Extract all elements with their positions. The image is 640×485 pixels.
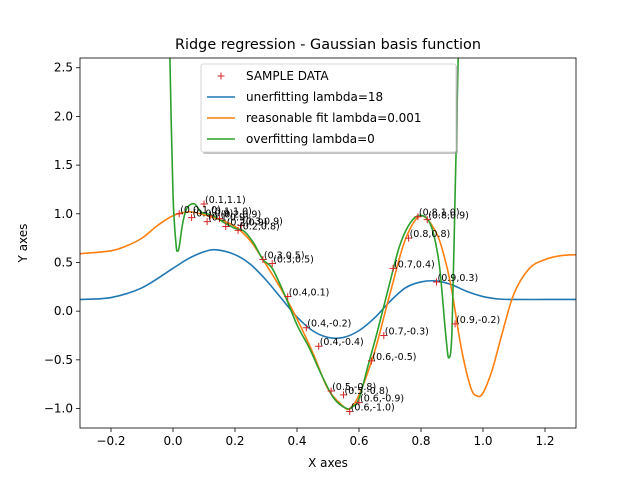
sample-point-label: (0.9,0.3) (438, 273, 479, 284)
sample-point-label: (0.3,0.5) (273, 254, 314, 265)
series-underfitting-line (80, 248, 576, 340)
sample-point-marker (234, 226, 242, 234)
sample-point-marker (340, 391, 347, 399)
sample-point-marker (423, 216, 431, 224)
y-tick-label: 2.0 (54, 109, 73, 123)
sample-point-marker (203, 218, 211, 226)
sample-point-marker (433, 278, 440, 286)
y-axis-label: Y axes (16, 224, 30, 264)
x-tick-label: −0.2 (96, 434, 125, 448)
sample-point-label: (0.1,1.1) (205, 195, 246, 206)
series-layer (80, 58, 576, 411)
sample-point-label: (0.8,1.0) (419, 208, 460, 219)
sample-point-label: (0.9,-0.2) (456, 315, 500, 326)
sample-point-marker (206, 212, 214, 220)
x-tick-label: 0.6 (349, 434, 368, 448)
sample-point-label: (0.2,0.8) (239, 221, 280, 232)
chart-title: Ridge regression - Gaussian basis functi… (175, 37, 481, 53)
y-tick-label: 2.5 (54, 61, 73, 75)
sample-point-marker (389, 264, 397, 272)
legend-entry-label: SAMPLE DATA (246, 69, 329, 83)
sample-point-label: (0.1,0.9) (208, 213, 249, 224)
sample-point-label: (0.1,1.0) (211, 207, 252, 218)
sample-point-label: (0.7,0.4) (394, 259, 435, 270)
sample-points-layer (175, 200, 459, 415)
sample-point-label: (0.3,0.5) (264, 251, 305, 262)
sample-point-marker (216, 215, 223, 223)
sample-point-marker (188, 214, 196, 222)
legend-entry-label: reasonable fit lambda=0.001 (246, 111, 422, 125)
sample-point-marker (268, 259, 276, 267)
sample-point-marker (355, 399, 363, 407)
sample-point-label: (0.5,-0.8) (332, 382, 376, 393)
y-tick-label: −0.5 (44, 353, 73, 367)
sample-point-label: (0.6,-0.5) (372, 352, 416, 363)
sample-point-label: (0.5,-0.8) (345, 386, 389, 397)
x-tick-label: 1.2 (535, 434, 554, 448)
x-axis: −0.2 0.0 0.2 0.4 0.6 0.8 1.0 1.2 (96, 428, 555, 448)
sample-point-label: (0.8,0.9) (428, 211, 469, 222)
sample-point-label: (0.0,1.0) (180, 205, 221, 216)
sample-point-marker (367, 357, 375, 365)
y-tick-label: 0.5 (54, 255, 73, 269)
sample-point-marker (302, 324, 310, 332)
legend: SAMPLE DATA unerfitting lambda=18 reasonab… (200, 63, 458, 154)
sample-point-label: (0.7,-0.3) (385, 327, 429, 338)
y-tick-label: −1.0 (44, 402, 73, 416)
x-tick-label: 0.8 (411, 434, 430, 448)
sample-point-marker (237, 221, 245, 229)
sample-point-marker (222, 222, 230, 230)
sample-point-label: (0.8,0.8) (410, 229, 451, 240)
legend-box (200, 63, 457, 153)
x-axis-label: X axes (308, 456, 348, 470)
series-reasonable-fit-line (80, 211, 576, 411)
sample-point-marker (259, 256, 267, 264)
sample-point-label: (0.2,0.9) (227, 217, 268, 228)
x-tick-label: 0.2 (225, 434, 244, 448)
sample-point-marker (380, 332, 388, 339)
sample-point-marker (175, 210, 183, 218)
y-tick-label: 1.0 (54, 207, 73, 221)
sample-point-marker (405, 234, 413, 242)
sample-point-label: (0.2,0.9) (221, 210, 262, 221)
sample-point-label: (0.4,0.1) (289, 288, 330, 299)
legend-sample-marker (217, 72, 225, 80)
sample-point-marker (200, 200, 208, 208)
x-tick-label: 0.0 (163, 434, 182, 448)
legend-entry-label: unerfitting lambda=18 (246, 90, 383, 104)
sample-point-marker (414, 213, 422, 221)
x-tick-label: 1.0 (473, 434, 492, 448)
y-tick-label: 1.5 (54, 158, 73, 172)
y-tick-label: 0.0 (54, 304, 73, 318)
sample-point-label: (0.3,0.9) (242, 216, 283, 227)
sample-point-label: (0.4,-0.2) (307, 319, 351, 330)
legend-entry-label: overfitting lambda=0 (246, 132, 375, 146)
y-axis: −1.0 −0.5 0.0 0.5 1.0 1.5 2.0 2.5 (44, 61, 80, 416)
sample-point-marker (451, 320, 459, 328)
sample-point-marker (346, 407, 354, 415)
sample-point-label: (0.4,-0.4) (320, 337, 364, 348)
point-labels-layer: (0.0,1.0)(0.0,0.9) (0.1,1.1)(0.1,1.0)(0.1… (180, 195, 500, 413)
sample-point-marker (315, 342, 323, 350)
x-tick-label: 0.4 (287, 434, 306, 448)
sample-point-marker (284, 293, 292, 301)
series-overfitting-line (169, 58, 459, 410)
sample-point-label: (0.6,-0.9) (360, 394, 404, 405)
sample-point-label: (0.0,0.9) (193, 209, 234, 220)
plot-frame (79, 57, 577, 429)
sample-point-label: (0.6,-1.0) (351, 402, 395, 413)
sample-point-marker (327, 387, 335, 395)
